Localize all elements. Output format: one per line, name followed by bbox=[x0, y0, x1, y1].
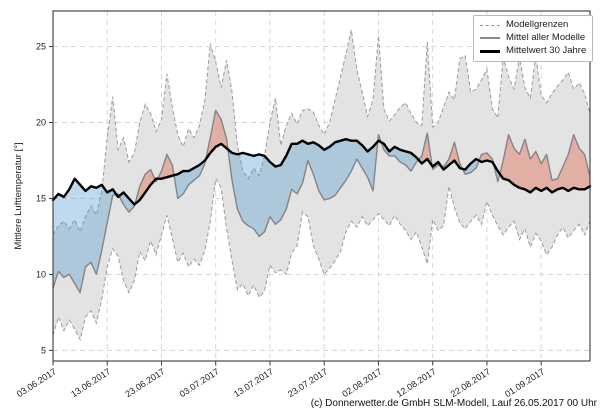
y-tick-label: 5 bbox=[41, 345, 46, 355]
y-tick-label: 10 bbox=[36, 269, 46, 279]
y-tick-labels: 5 10 15 20 25 bbox=[36, 42, 46, 356]
x-tick-label: 23.07.2017 bbox=[286, 366, 329, 399]
x-tick-label: 22.08.2017 bbox=[449, 366, 492, 399]
dashed-line-icon bbox=[480, 24, 500, 26]
legend-label-mittelwert-30-jahre: Mittelwert 30 Jahre bbox=[506, 45, 587, 56]
x-tick-label: 03.06.2017 bbox=[15, 366, 58, 399]
y-tick-label: 25 bbox=[36, 42, 46, 52]
data-lines bbox=[51, 109, 592, 294]
chart-legend: Modellgrenzen Mittel aller Modelle Mitte… bbox=[473, 15, 593, 62]
x-tick-labels: 03.06.2017 13.06.2017 23.06.2017 03.07.2017… bbox=[15, 366, 546, 399]
y-axis-label: Mittlere Lufttemperatur [°] bbox=[13, 142, 24, 249]
copyright-text: (c) Donnerwetter.de GmbH SLM-Modell, Lau… bbox=[310, 398, 597, 409]
x-tick-label: 13.06.2017 bbox=[69, 366, 112, 399]
y-tick-label: 20 bbox=[36, 118, 46, 128]
legend-item-modellgrenzen: Modellgrenzen bbox=[480, 19, 586, 31]
x-tick-label: 02.08.2017 bbox=[340, 366, 383, 399]
x-tick-label: 12.08.2017 bbox=[395, 366, 438, 399]
x-tick-label: 23.06.2017 bbox=[123, 366, 166, 399]
x-tick-label: 13.07.2017 bbox=[232, 366, 275, 399]
black-line-icon bbox=[480, 49, 500, 53]
legend-label-mittel-aller-modelle: Mittel aller Modelle bbox=[506, 32, 586, 43]
gray-line-icon bbox=[480, 37, 500, 39]
legend-item-mittelwert-30-jahre: Mittelwert 30 Jahre bbox=[480, 45, 586, 57]
plot-frame bbox=[52, 10, 591, 362]
legend-item-mittel-aller-modelle: Mittel aller Modelle bbox=[480, 32, 586, 44]
model-range-band bbox=[52, 29, 591, 342]
x-tick-label: 03.07.2017 bbox=[178, 366, 221, 399]
legend-label-modellgrenzen: Modellgrenzen bbox=[506, 19, 569, 30]
y-tick-label: 15 bbox=[36, 193, 46, 203]
axis-ticks bbox=[49, 46, 542, 366]
x-tick-label: 01.09.2017 bbox=[503, 366, 546, 399]
